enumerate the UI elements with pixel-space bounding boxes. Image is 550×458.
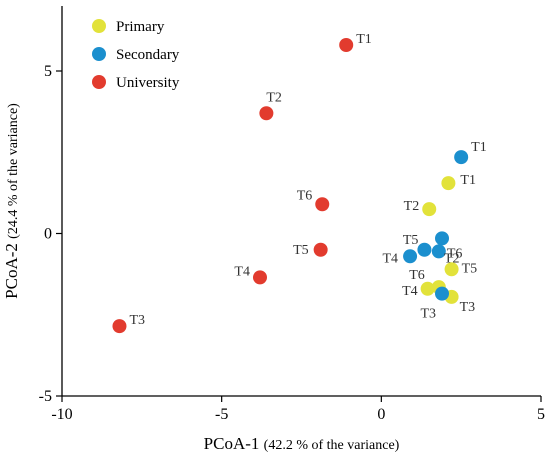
data-points	[112, 38, 469, 334]
legend: Primary Secondary University	[92, 19, 180, 91]
point-label: T6	[447, 246, 463, 261]
data-point-secondary	[431, 244, 446, 259]
legend-label-primary: Primary	[116, 19, 165, 35]
point-label: T4	[402, 284, 418, 299]
point-label: T1	[471, 140, 487, 155]
y-axis-title-main: PCoA-2	[2, 239, 21, 299]
data-point-university	[259, 106, 274, 121]
point-label: T2	[266, 90, 282, 105]
y-tick-label: 0	[44, 226, 52, 243]
y-axis-title: PCoA-2 (24.4 % of the variance)	[2, 103, 21, 299]
y-tick-label: 5	[44, 63, 52, 80]
data-point-primary	[420, 281, 435, 296]
point-label: T1	[356, 32, 372, 47]
data-point-primary	[422, 202, 437, 217]
point-label: T3	[129, 313, 145, 328]
point-label: T4	[234, 264, 250, 279]
data-point-secondary	[417, 242, 432, 257]
data-point-secondary	[435, 231, 450, 246]
data-point-university	[339, 38, 354, 52]
x-tick-label: 5	[537, 406, 545, 423]
point-label: T3	[420, 307, 436, 322]
ticks: -10 -5 0 5-505	[39, 63, 545, 423]
point-label: T6	[297, 188, 313, 203]
point-label: T3	[460, 300, 476, 315]
data-point-university	[252, 270, 267, 285]
x-tick-label: 0	[377, 406, 385, 423]
data-point-university	[112, 319, 127, 334]
point-label: T5	[403, 233, 419, 248]
data-point-secondary	[435, 286, 450, 301]
legend-marker-primary	[92, 19, 106, 33]
y-tick-label: -5	[39, 388, 52, 405]
axis-titles: PCoA-1 (42.2 % of the variance) PCoA-2 (2…	[2, 103, 400, 453]
x-axis-title: PCoA-1 (42.2 % of the variance)	[204, 434, 400, 453]
point-label: T4	[383, 251, 399, 266]
data-point-primary	[441, 176, 456, 191]
legend-label-university: University	[116, 75, 180, 91]
point-label: T5	[462, 261, 478, 276]
point-label: T2	[404, 199, 420, 214]
y-axis-title-note: (24.4 % of the variance)	[6, 103, 21, 239]
x-axis-title-main: PCoA-1	[204, 434, 264, 453]
point-label: T5	[293, 243, 309, 258]
point-label: T1	[460, 173, 476, 188]
x-axis-title-note: (42.2 % of the variance)	[264, 438, 400, 453]
data-point-university	[313, 242, 328, 257]
legend-marker-secondary	[92, 47, 106, 61]
legend-marker-university	[92, 75, 106, 89]
data-point-primary	[444, 262, 459, 277]
point-label: T6	[409, 268, 425, 283]
point-label: T2	[444, 251, 460, 266]
legend-label-secondary: Secondary	[116, 47, 180, 63]
data-point-secondary	[403, 249, 418, 264]
x-tick-label: -10	[51, 406, 72, 423]
x-tick-label: -5	[215, 406, 228, 423]
data-point-university	[315, 197, 330, 212]
data-point-secondary	[454, 150, 469, 165]
